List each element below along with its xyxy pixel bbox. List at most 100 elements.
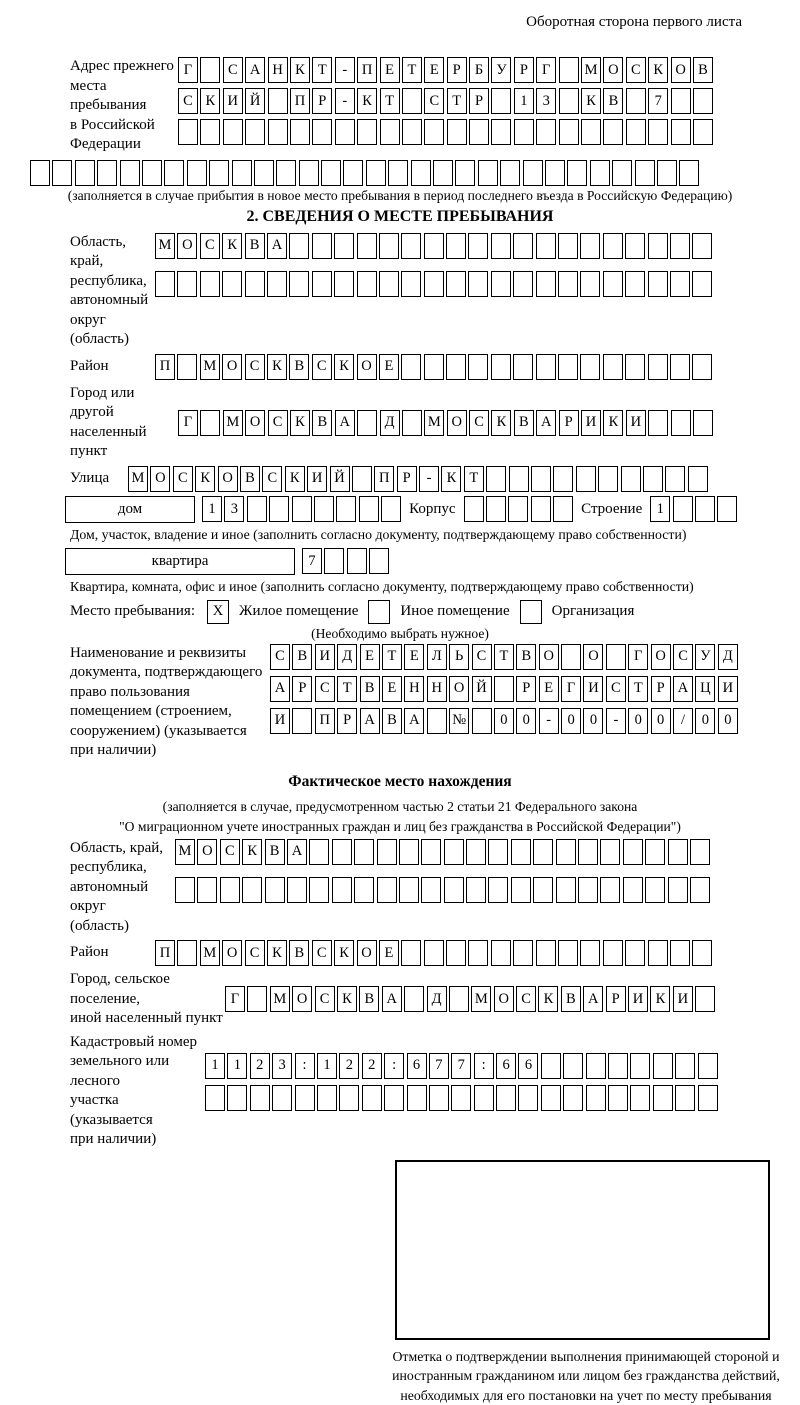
char-cell[interactable]	[580, 354, 600, 380]
char-cell[interactable]	[671, 88, 691, 114]
char-cell[interactable]	[671, 119, 691, 145]
char-cell[interactable]: С	[626, 57, 646, 83]
char-cell[interactable]	[533, 877, 553, 903]
char-cell[interactable]	[200, 271, 220, 297]
char-cell[interactable]: 1	[227, 1053, 247, 1079]
char-cell[interactable]	[606, 644, 626, 670]
char-cell[interactable]	[668, 839, 688, 865]
char-cell[interactable]: А	[404, 708, 424, 734]
char-cell[interactable]	[541, 1085, 561, 1111]
char-cell[interactable]	[177, 271, 197, 297]
char-cell[interactable]: :	[474, 1053, 494, 1079]
char-cell[interactable]: И	[315, 644, 335, 670]
char-cell[interactable]	[317, 1085, 337, 1111]
char-cell[interactable]	[491, 119, 511, 145]
char-cell[interactable]: А	[360, 708, 380, 734]
char-cell[interactable]	[665, 466, 685, 492]
char-cell[interactable]: М	[223, 410, 243, 436]
char-cell[interactable]: №	[449, 708, 469, 734]
char-cell[interactable]	[177, 940, 197, 966]
char-cell[interactable]: Е	[424, 57, 444, 83]
char-cell[interactable]	[670, 940, 690, 966]
char-cell[interactable]: М	[200, 940, 220, 966]
char-cell[interactable]: С	[178, 88, 198, 114]
char-cell[interactable]	[446, 233, 466, 259]
char-cell[interactable]	[603, 233, 623, 259]
char-cell[interactable]: Т	[464, 466, 484, 492]
char-cell[interactable]: О	[447, 410, 467, 436]
char-cell[interactable]: А	[536, 410, 556, 436]
char-cell[interactable]	[500, 160, 520, 186]
char-cell[interactable]	[556, 877, 576, 903]
char-cell[interactable]	[603, 119, 623, 145]
char-cell[interactable]	[187, 160, 207, 186]
char-cell[interactable]	[254, 160, 274, 186]
char-cell[interactable]	[673, 496, 693, 522]
char-cell[interactable]	[536, 233, 556, 259]
char-cell[interactable]: П	[155, 940, 175, 966]
char-cell[interactable]	[653, 1085, 673, 1111]
char-cell[interactable]: Й	[472, 676, 492, 702]
char-cell[interactable]: С	[469, 410, 489, 436]
char-cell[interactable]: Р	[514, 57, 534, 83]
char-cell[interactable]	[446, 940, 466, 966]
char-cell[interactable]: 1	[317, 1053, 337, 1079]
char-cell[interactable]	[625, 233, 645, 259]
char-cell[interactable]: 2	[250, 1053, 270, 1079]
char-cell[interactable]: В	[359, 986, 379, 1012]
char-cell[interactable]: Р	[397, 466, 417, 492]
char-cell[interactable]	[352, 466, 372, 492]
char-cell[interactable]	[486, 496, 506, 522]
char-cell[interactable]: В	[312, 410, 332, 436]
char-cell[interactable]	[603, 940, 623, 966]
char-cell[interactable]	[621, 466, 641, 492]
char-cell[interactable]: 3	[272, 1053, 292, 1079]
char-cell[interactable]: 3	[536, 88, 556, 114]
char-cell[interactable]	[399, 877, 419, 903]
char-cell[interactable]: 3	[224, 496, 244, 522]
char-cell[interactable]: А	[673, 676, 693, 702]
char-cell[interactable]: Г	[178, 410, 198, 436]
char-cell[interactable]	[424, 271, 444, 297]
char-cell[interactable]	[444, 877, 464, 903]
char-cell[interactable]	[576, 466, 596, 492]
char-cell[interactable]: О	[197, 839, 217, 865]
char-cell[interactable]	[447, 119, 467, 145]
char-cell[interactable]	[289, 233, 309, 259]
char-cell[interactable]	[354, 877, 374, 903]
char-cell[interactable]	[446, 271, 466, 297]
char-cell[interactable]	[511, 877, 531, 903]
char-cell[interactable]: 7	[451, 1053, 471, 1079]
char-cell[interactable]	[175, 877, 195, 903]
char-cell[interactable]: С	[200, 233, 220, 259]
char-cell[interactable]: С	[268, 410, 288, 436]
char-cell[interactable]	[287, 877, 307, 903]
char-cell[interactable]	[421, 839, 441, 865]
char-cell[interactable]: У	[695, 644, 715, 670]
char-cell[interactable]: И	[628, 986, 648, 1012]
char-cell[interactable]	[626, 119, 646, 145]
char-cell[interactable]	[558, 233, 578, 259]
char-cell[interactable]: К	[337, 986, 357, 1012]
char-cell[interactable]: 0	[628, 708, 648, 734]
char-cell[interactable]	[309, 877, 329, 903]
char-cell[interactable]	[491, 88, 511, 114]
char-cell[interactable]: О	[651, 644, 671, 670]
char-cell[interactable]: М	[175, 839, 195, 865]
char-cell[interactable]: -	[335, 57, 355, 83]
char-cell[interactable]	[600, 839, 620, 865]
char-cell[interactable]	[590, 160, 610, 186]
char-cell[interactable]: Т	[494, 644, 514, 670]
char-cell[interactable]: И	[673, 986, 693, 1012]
char-cell[interactable]: С	[262, 466, 282, 492]
char-cell[interactable]: В	[289, 940, 309, 966]
char-cell[interactable]	[675, 1053, 695, 1079]
char-cell[interactable]	[200, 119, 220, 145]
char-cell[interactable]	[75, 160, 95, 186]
char-cell[interactable]	[289, 271, 309, 297]
char-cell[interactable]	[545, 160, 565, 186]
char-cell[interactable]	[332, 839, 352, 865]
char-cell[interactable]	[531, 496, 551, 522]
char-cell[interactable]	[679, 160, 699, 186]
char-cell[interactable]: 2	[339, 1053, 359, 1079]
